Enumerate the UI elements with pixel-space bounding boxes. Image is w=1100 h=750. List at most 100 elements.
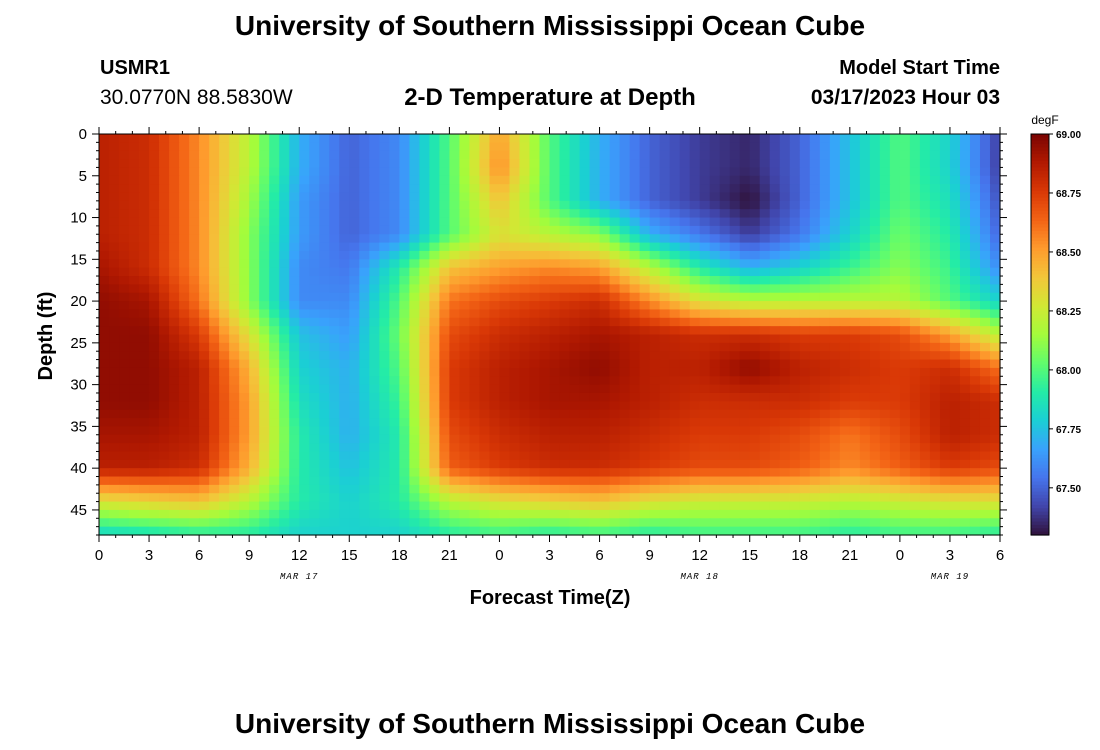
heatmap-cell <box>969 200 981 210</box>
heatmap-cell <box>149 443 160 453</box>
heatmap-cell <box>489 167 501 177</box>
heatmap-cell <box>149 459 160 469</box>
heatmap-cell <box>779 459 791 469</box>
heatmap-cell <box>429 276 440 285</box>
heatmap-cell <box>599 526 611 536</box>
heatmap-cell <box>839 142 851 152</box>
heatmap-cell <box>489 342 501 352</box>
heatmap-cell <box>419 484 430 494</box>
heatmap-cell <box>839 250 851 260</box>
colorbar-segment <box>1031 177 1049 182</box>
heatmap-cell <box>799 334 811 344</box>
heatmap-cell <box>869 426 881 436</box>
heatmap-cell <box>889 292 901 302</box>
heatmap-cell <box>949 401 961 411</box>
heatmap-cell <box>429 259 440 269</box>
heatmap-cell <box>589 192 601 202</box>
heatmap-cell <box>109 209 120 219</box>
heatmap-cell <box>269 225 280 235</box>
heatmap-cell <box>669 276 681 285</box>
heatmap-cell <box>629 242 641 252</box>
heatmap-cell <box>759 468 771 478</box>
heatmap-cell <box>459 192 471 202</box>
heatmap-cell <box>819 451 831 461</box>
heatmap-cell <box>829 367 841 377</box>
heatmap-cell <box>689 317 701 327</box>
heatmap-cell <box>869 184 881 194</box>
heatmap-cell <box>829 200 841 210</box>
heatmap-cell <box>919 342 931 352</box>
heatmap-cell <box>209 159 220 169</box>
heatmap-cell <box>139 443 150 453</box>
heatmap-cell <box>449 334 460 344</box>
heatmap-cell <box>229 301 240 311</box>
heatmap-cell <box>819 459 831 469</box>
heatmap-cell <box>989 392 1001 402</box>
heatmap-cell <box>279 384 290 394</box>
heatmap-cell <box>549 468 561 478</box>
heatmap-cell <box>479 292 491 302</box>
colorbar-tick-label: 68.50 <box>1056 248 1081 259</box>
heatmap-cell <box>819 259 831 269</box>
heatmap-cell <box>299 409 310 419</box>
heatmap-cell <box>259 384 270 394</box>
heatmap-cell <box>559 301 571 311</box>
heatmap-cell <box>519 526 531 536</box>
heatmap-cell <box>689 418 701 427</box>
heatmap-cell <box>969 392 981 402</box>
heatmap-cell <box>969 409 981 419</box>
heatmap-cell <box>769 250 781 260</box>
heatmap-cell <box>799 451 811 461</box>
heatmap-cell <box>409 167 420 177</box>
heatmap-cell <box>429 267 440 277</box>
heatmap-cell <box>949 292 961 302</box>
heatmap-cell <box>819 150 831 160</box>
heatmap-cell <box>419 225 430 235</box>
heatmap-cell <box>209 367 220 377</box>
heatmap-cell <box>259 142 270 152</box>
heatmap-cell <box>289 326 300 336</box>
heatmap-cell <box>389 259 400 269</box>
heatmap-cell <box>839 242 851 252</box>
heatmap-cell <box>449 367 460 377</box>
heatmap-cell <box>589 242 601 252</box>
heatmap-cell <box>589 476 601 486</box>
heatmap-cell <box>739 351 751 361</box>
heatmap-cell <box>469 434 481 444</box>
heatmap-cell <box>479 209 491 219</box>
heatmap-cell <box>579 159 591 169</box>
heatmap-cell <box>269 384 280 394</box>
heatmap-cell <box>869 284 881 294</box>
heatmap-cell <box>889 159 901 169</box>
heatmap-cell <box>519 401 531 411</box>
heatmap-cell <box>459 367 471 377</box>
heatmap-cell <box>449 167 460 177</box>
heatmap-cell <box>429 509 440 519</box>
heatmap-cell <box>489 326 501 336</box>
heatmap-cell <box>569 192 581 202</box>
heatmap-cell <box>439 476 450 486</box>
heatmap-cell <box>559 250 571 260</box>
heatmap-cell <box>699 526 711 536</box>
heatmap-cell <box>929 192 941 202</box>
heatmap-cell <box>619 451 631 461</box>
heatmap-cell <box>989 468 1001 478</box>
heatmap-cell <box>459 434 471 444</box>
heatmap-cell <box>839 443 851 453</box>
heatmap-cell <box>209 184 220 194</box>
heatmap-cell <box>369 384 380 394</box>
heatmap-cell <box>939 409 951 419</box>
heatmap-cell <box>99 351 110 361</box>
colorbar-segment <box>1031 154 1049 158</box>
heatmap-cell <box>679 451 691 461</box>
heatmap-cell <box>189 509 200 519</box>
heatmap-cell <box>689 401 701 411</box>
heatmap-cell <box>269 167 280 177</box>
heatmap-cell <box>549 175 561 185</box>
heatmap-cell <box>199 476 210 486</box>
heatmap-cell <box>949 134 961 143</box>
heatmap-cell <box>499 301 511 311</box>
heatmap-cell <box>739 451 751 461</box>
heatmap-cell <box>899 409 911 419</box>
heatmap-cell <box>259 259 270 269</box>
